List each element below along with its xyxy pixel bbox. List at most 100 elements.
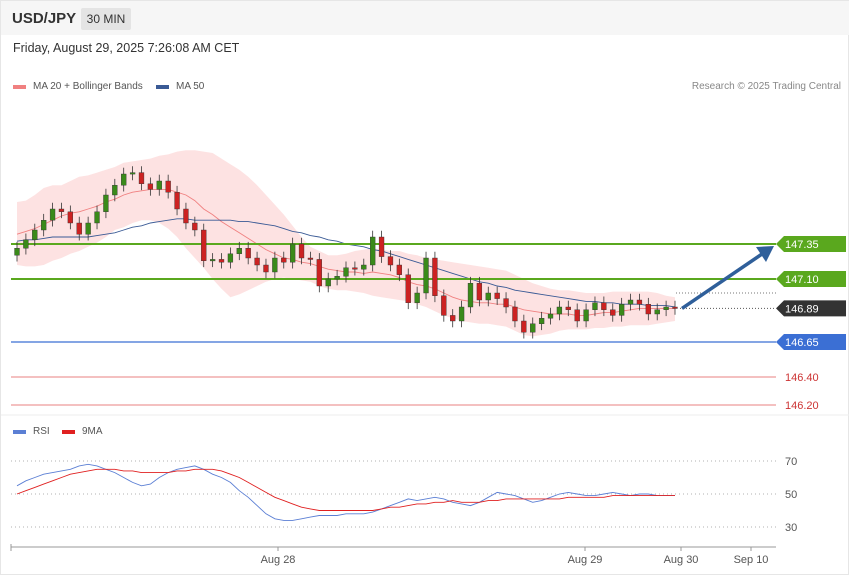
- candle: [41, 219, 47, 231]
- level-tag-147.10: [776, 271, 846, 287]
- candle: [281, 257, 287, 263]
- legend-rsi: RSI: [13, 426, 50, 437]
- candle: [361, 264, 367, 270]
- last-price-tag: [776, 300, 846, 317]
- rsi-tick-label: 50: [785, 489, 797, 501]
- legend-swatch-ma20: [13, 84, 26, 89]
- candle: [387, 256, 394, 266]
- candle: [103, 194, 109, 212]
- candle: [85, 222, 91, 235]
- level-tag-146.65: [776, 334, 846, 350]
- legend-ma50: MA 50: [156, 81, 204, 92]
- candle: [574, 309, 580, 322]
- candle: [334, 276, 340, 280]
- candle: [610, 309, 616, 316]
- candle: [441, 295, 447, 316]
- level-label-146.20: 146.20: [785, 400, 819, 412]
- candle: [592, 302, 598, 310]
- candle: [49, 208, 56, 221]
- candle: [290, 243, 296, 263]
- candle: [183, 208, 189, 224]
- candle: [627, 299, 634, 305]
- rsi-tick-label: 70: [785, 456, 797, 468]
- candle: [174, 191, 180, 210]
- legend-swatch-rsi: [13, 429, 26, 434]
- candle: [325, 278, 331, 287]
- legend-label-ma20: MA 20 + Bollinger Bands: [33, 81, 143, 92]
- candle: [138, 172, 145, 185]
- candle: [619, 304, 625, 316]
- candle: [450, 315, 456, 322]
- candle: [396, 264, 402, 276]
- candle: [538, 318, 545, 325]
- candle: [556, 306, 563, 315]
- candle: [14, 247, 20, 256]
- legend-swatch-9ma: [62, 429, 75, 434]
- candle: [245, 247, 251, 259]
- candle: [583, 309, 589, 322]
- legend-9ma: 9MA: [62, 426, 103, 437]
- candle: [458, 306, 465, 322]
- last-price-label: 146.89: [785, 303, 819, 315]
- candle: [112, 184, 118, 196]
- candle: [485, 292, 491, 301]
- candle: [316, 259, 322, 287]
- bollinger-band: [17, 150, 675, 337]
- candle: [147, 183, 154, 190]
- level-label-147.10: 147.10: [785, 274, 819, 286]
- rsi-9ma-line: [16, 468, 675, 511]
- candle: [494, 292, 500, 299]
- candle: [254, 257, 260, 266]
- candle: [601, 302, 607, 310]
- candle: [76, 222, 82, 235]
- legend-label-ma50: MA 50: [176, 81, 205, 92]
- candle: [636, 299, 643, 305]
- candle: [129, 172, 136, 175]
- timeframe-button[interactable]: 30 MIN: [81, 8, 131, 30]
- candle: [352, 267, 358, 270]
- x-tick-label: Aug 30: [664, 554, 699, 566]
- candle: [298, 243, 305, 259]
- level-label-146.40: 146.40: [785, 372, 819, 384]
- candle: [512, 306, 518, 322]
- candle: [521, 320, 527, 333]
- forecast-arrow-shaft: [681, 252, 763, 310]
- legend-label-9ma: 9MA: [82, 426, 103, 437]
- candle: [476, 283, 483, 301]
- candle: [645, 304, 651, 315]
- candle: [58, 208, 65, 212]
- legend-swatch-ma50: [156, 84, 169, 89]
- candle: [236, 247, 242, 254]
- candle: [121, 173, 127, 186]
- candle: [272, 257, 278, 273]
- candle: [414, 292, 420, 304]
- candle: [343, 267, 349, 277]
- candle: [23, 239, 29, 249]
- candle: [503, 298, 509, 308]
- candle: [467, 283, 474, 308]
- candle: [672, 306, 678, 309]
- candle: [32, 229, 38, 241]
- level-tag-147.35: [776, 236, 846, 252]
- level-label-147.35: 147.35: [785, 239, 819, 251]
- candle: [547, 313, 554, 319]
- x-tick-label: Sep 10: [734, 554, 769, 566]
- legend-label-rsi: RSI: [33, 426, 50, 437]
- candle: [209, 259, 216, 262]
- candle: [530, 323, 536, 333]
- candle: [432, 257, 438, 296]
- rsi-line: [16, 463, 675, 521]
- candle: [227, 253, 234, 263]
- candle: [67, 211, 73, 224]
- x-tick-label: Aug 28: [261, 554, 296, 566]
- candle: [654, 309, 660, 315]
- x-tick-label: Aug 29: [568, 554, 603, 566]
- candle: [378, 236, 385, 257]
- copyright-text: Research © 2025 Trading Central: [691, 81, 841, 92]
- candle: [218, 259, 225, 263]
- candle: [307, 257, 314, 260]
- candle: [370, 236, 376, 266]
- candle: [156, 180, 162, 190]
